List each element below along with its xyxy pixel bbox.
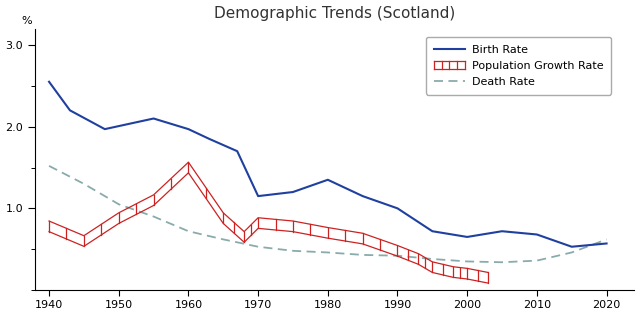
Legend: Birth Rate, Population Growth Rate, Death Rate: Birth Rate, Population Growth Rate, Deat…	[426, 37, 611, 94]
Title: Demographic Trends (Scotland): Demographic Trends (Scotland)	[214, 6, 456, 21]
Text: %: %	[22, 16, 32, 26]
